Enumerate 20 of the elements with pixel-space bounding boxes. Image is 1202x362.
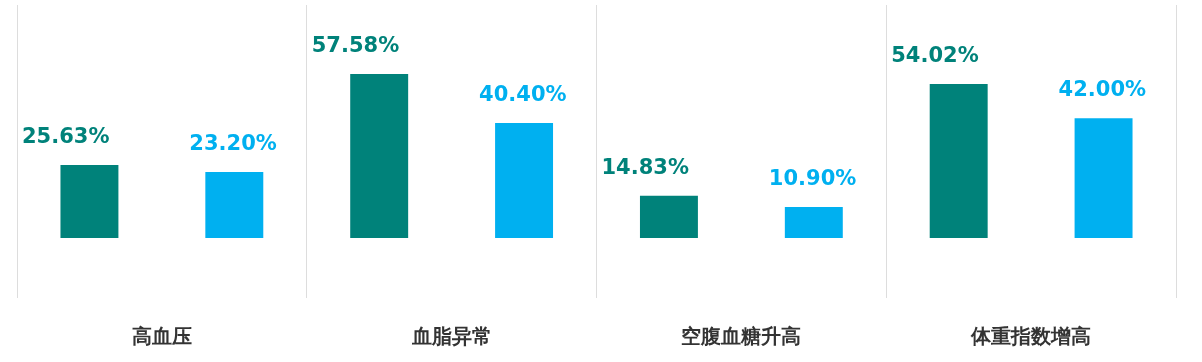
data-label: 23.20% xyxy=(189,130,277,155)
bar xyxy=(639,195,698,239)
data-label: 54.02% xyxy=(891,43,979,68)
data-label: 25.63% xyxy=(21,124,110,149)
bar xyxy=(784,207,843,239)
data-label: 10.90% xyxy=(768,166,857,191)
bar xyxy=(495,122,554,239)
bar xyxy=(350,73,409,239)
data-label: 40.40% xyxy=(479,81,567,106)
x-tick-label: 空腹血糖升高 xyxy=(681,324,802,349)
data-label: 14.83% xyxy=(601,154,689,179)
x-tick-label: 体重指数增高 xyxy=(970,324,1092,349)
x-tick-label: 血脂异常 xyxy=(410,324,492,349)
x-tick-label: 高血压 xyxy=(131,324,192,349)
bar xyxy=(929,84,988,239)
data-label: 42.00% xyxy=(1058,77,1147,102)
bar xyxy=(1074,118,1133,239)
bar xyxy=(205,171,264,239)
data-label: 57.58% xyxy=(311,32,400,57)
bar xyxy=(60,165,119,239)
